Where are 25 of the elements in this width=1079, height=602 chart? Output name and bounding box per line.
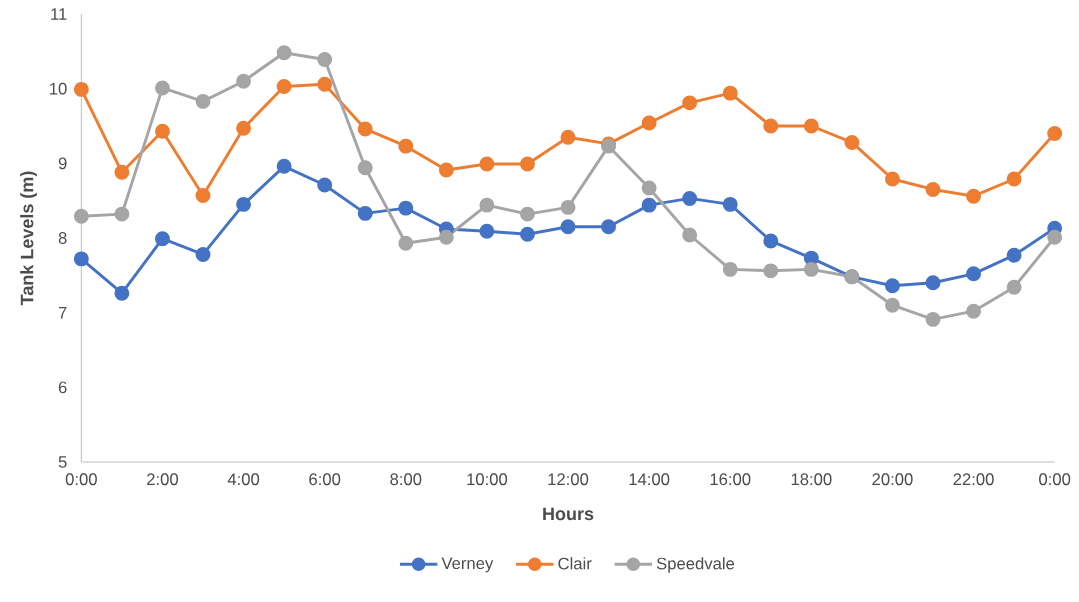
legend-label: Speedvale (656, 557, 735, 573)
y-tick-label: 8 (58, 232, 67, 244)
x-tick-label: 0:00 (1039, 473, 1071, 486)
x-tick-label: 22:00 (953, 473, 994, 486)
x-tick-label: 16:00 (710, 473, 751, 486)
x-tick-label: 18:00 (791, 473, 832, 486)
x-tick-label: 10:00 (467, 473, 508, 486)
legend-label: Clair (558, 557, 592, 570)
x-tick-label: 2:00 (147, 473, 179, 486)
x-tick-label: 6:00 (309, 473, 341, 486)
x-axis-title: Hours (543, 507, 594, 521)
y-tick-label: 5 (58, 456, 67, 468)
y-tick-label: 9 (58, 157, 67, 170)
y-axis-title: Tank Levels (m) (20, 171, 37, 306)
x-tick-label: 20:00 (872, 473, 913, 486)
x-tick-label: 14:00 (629, 473, 670, 486)
x-tick-label: 12:00 (548, 473, 589, 486)
y-tick-label: 6 (58, 381, 67, 394)
y-tick-label: 11 (51, 8, 67, 20)
x-tick-label: 0:00 (65, 473, 97, 486)
x-tick-label: 4:00 (227, 473, 260, 486)
y-tick-label: 10 (50, 82, 67, 95)
y-tick-label: 7 (58, 306, 67, 319)
x-tick-label: 8:00 (390, 473, 422, 486)
legend-label: Verney (441, 557, 494, 573)
